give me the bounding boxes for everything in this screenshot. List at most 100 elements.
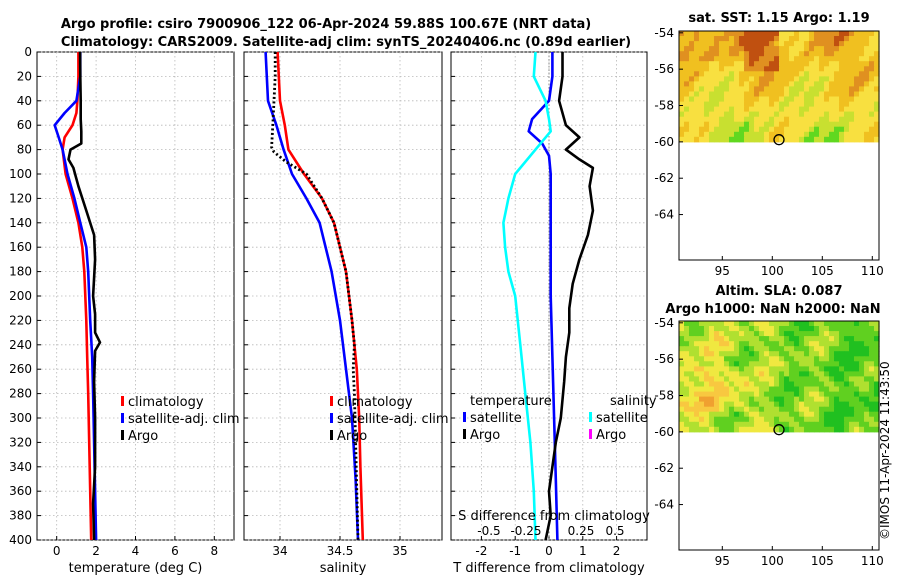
sst_map-cell bbox=[679, 121, 685, 128]
sst_map-cell bbox=[799, 36, 805, 42]
sst_map-cell bbox=[699, 111, 705, 118]
sla_map-cell bbox=[794, 331, 800, 337]
sla_map-cell bbox=[759, 426, 765, 433]
sla_map-cell bbox=[719, 326, 725, 332]
sla_map-cell bbox=[804, 391, 810, 398]
sla_map-cell bbox=[714, 426, 720, 433]
sst_map-title: sat. SST: 1.15 Argo: 1.19 bbox=[688, 11, 869, 26]
sst_map-cell bbox=[764, 71, 770, 77]
sst_map-cell bbox=[834, 111, 840, 118]
sst_map-cell bbox=[819, 96, 825, 103]
sst_map-cell bbox=[764, 41, 770, 47]
sla_map-xtick-label: 110 bbox=[861, 554, 884, 568]
sst_map-cell bbox=[869, 116, 875, 123]
sla_map-cell bbox=[729, 391, 735, 398]
sla_map-cell bbox=[849, 381, 855, 388]
sst_map-cell bbox=[759, 121, 765, 128]
difference-xtick-label: -1 bbox=[509, 544, 521, 558]
sla_map-cell bbox=[744, 421, 750, 428]
sst_map-cell bbox=[829, 31, 835, 37]
sla_map-cell bbox=[774, 331, 780, 337]
sla_map-cell bbox=[864, 391, 870, 398]
sst_map-cell bbox=[829, 41, 835, 47]
temperature-legend-2-swatch bbox=[121, 430, 124, 440]
sla_map-cell bbox=[719, 346, 725, 352]
sst_map-cell bbox=[839, 131, 845, 138]
sst_map-cell bbox=[859, 66, 865, 72]
sst_map-cell bbox=[794, 96, 800, 103]
sla_map-cell bbox=[749, 366, 755, 372]
sst_map-cell bbox=[769, 71, 775, 77]
sst_map-cell bbox=[839, 136, 845, 143]
sst_map-cell bbox=[694, 61, 700, 67]
sst_map-cell bbox=[689, 36, 695, 42]
sst_map-cell bbox=[689, 56, 695, 62]
sla_map-cell bbox=[749, 386, 755, 393]
sla_map-cell bbox=[854, 386, 860, 393]
sst_map-cell bbox=[869, 136, 875, 143]
sla_map-cell bbox=[769, 331, 775, 337]
sst_map-cell bbox=[699, 66, 705, 72]
sst_map-cell bbox=[749, 131, 755, 138]
sst_map-cell bbox=[714, 136, 720, 143]
sla_map-cell bbox=[764, 376, 770, 382]
sst_map-cell bbox=[869, 86, 875, 92]
sla_map-cell bbox=[709, 341, 715, 347]
sla_map-cell bbox=[684, 356, 690, 362]
sst_map-cell bbox=[724, 56, 730, 62]
sst_map-cell bbox=[729, 131, 735, 138]
imos-watermark: ©IMOS 11-Apr-2024 11:43:50 bbox=[878, 361, 892, 540]
sst_map-cell bbox=[809, 91, 815, 98]
sla_map-cell bbox=[864, 421, 870, 428]
difference-legend-temp-argo-label: Argo bbox=[470, 428, 500, 443]
sst_map-cell bbox=[774, 86, 780, 92]
sla_map-cell bbox=[869, 341, 875, 347]
sla_map-cell bbox=[794, 371, 800, 377]
sla_map-cell bbox=[844, 416, 850, 423]
sst_map-cell bbox=[849, 121, 855, 128]
sst_map-cell bbox=[719, 66, 725, 72]
sla_map-cell bbox=[689, 361, 695, 367]
sst_map-cell bbox=[749, 51, 755, 57]
sla_map-cell bbox=[729, 346, 735, 352]
sla_map-cell bbox=[704, 346, 710, 352]
sla_map-cell bbox=[724, 406, 730, 413]
sst_map-cell bbox=[864, 101, 870, 108]
sst_map-cell bbox=[684, 31, 690, 37]
sst_map-cell bbox=[844, 71, 850, 77]
sst_map-cell bbox=[759, 136, 765, 143]
sla_map-cell bbox=[789, 371, 795, 377]
sla_map-cell bbox=[729, 396, 735, 403]
sst_map-cell bbox=[699, 101, 705, 108]
sst_map-cell bbox=[704, 71, 710, 77]
sla_map-cell bbox=[859, 416, 865, 423]
sst_map-cell bbox=[684, 46, 690, 52]
sst_map-cell bbox=[754, 66, 760, 72]
sst_map-cell bbox=[839, 51, 845, 57]
sst_map-cell bbox=[739, 116, 745, 123]
salinity-series-argo bbox=[270, 52, 360, 541]
sla_map-cell bbox=[809, 381, 815, 388]
sst_map-cell bbox=[844, 126, 850, 133]
sst_map-cell bbox=[789, 121, 795, 128]
sst_map-cell bbox=[804, 36, 810, 42]
sst_map-cell bbox=[759, 61, 765, 67]
sst_map-cell bbox=[749, 66, 755, 72]
sst_map-cell bbox=[839, 96, 845, 103]
sst_map-cell bbox=[769, 96, 775, 103]
sst_map-cell bbox=[684, 51, 690, 57]
sla_map-cell bbox=[709, 371, 715, 377]
sla_map-cell bbox=[769, 391, 775, 398]
sla_map-cell bbox=[689, 396, 695, 403]
sla_map-cell bbox=[804, 416, 810, 423]
sla_map-cell bbox=[859, 406, 865, 413]
sst_map-cell bbox=[784, 96, 790, 103]
sst_map-cell bbox=[794, 91, 800, 98]
sla_map-cell bbox=[799, 406, 805, 413]
sla_map-cell bbox=[849, 366, 855, 372]
sst_map-cell bbox=[729, 51, 735, 57]
sla_map-xtick-label: 100 bbox=[761, 554, 784, 568]
sst_map-cell bbox=[799, 46, 805, 52]
sst_map-cell bbox=[714, 76, 720, 82]
sst_map-cell bbox=[819, 66, 825, 72]
